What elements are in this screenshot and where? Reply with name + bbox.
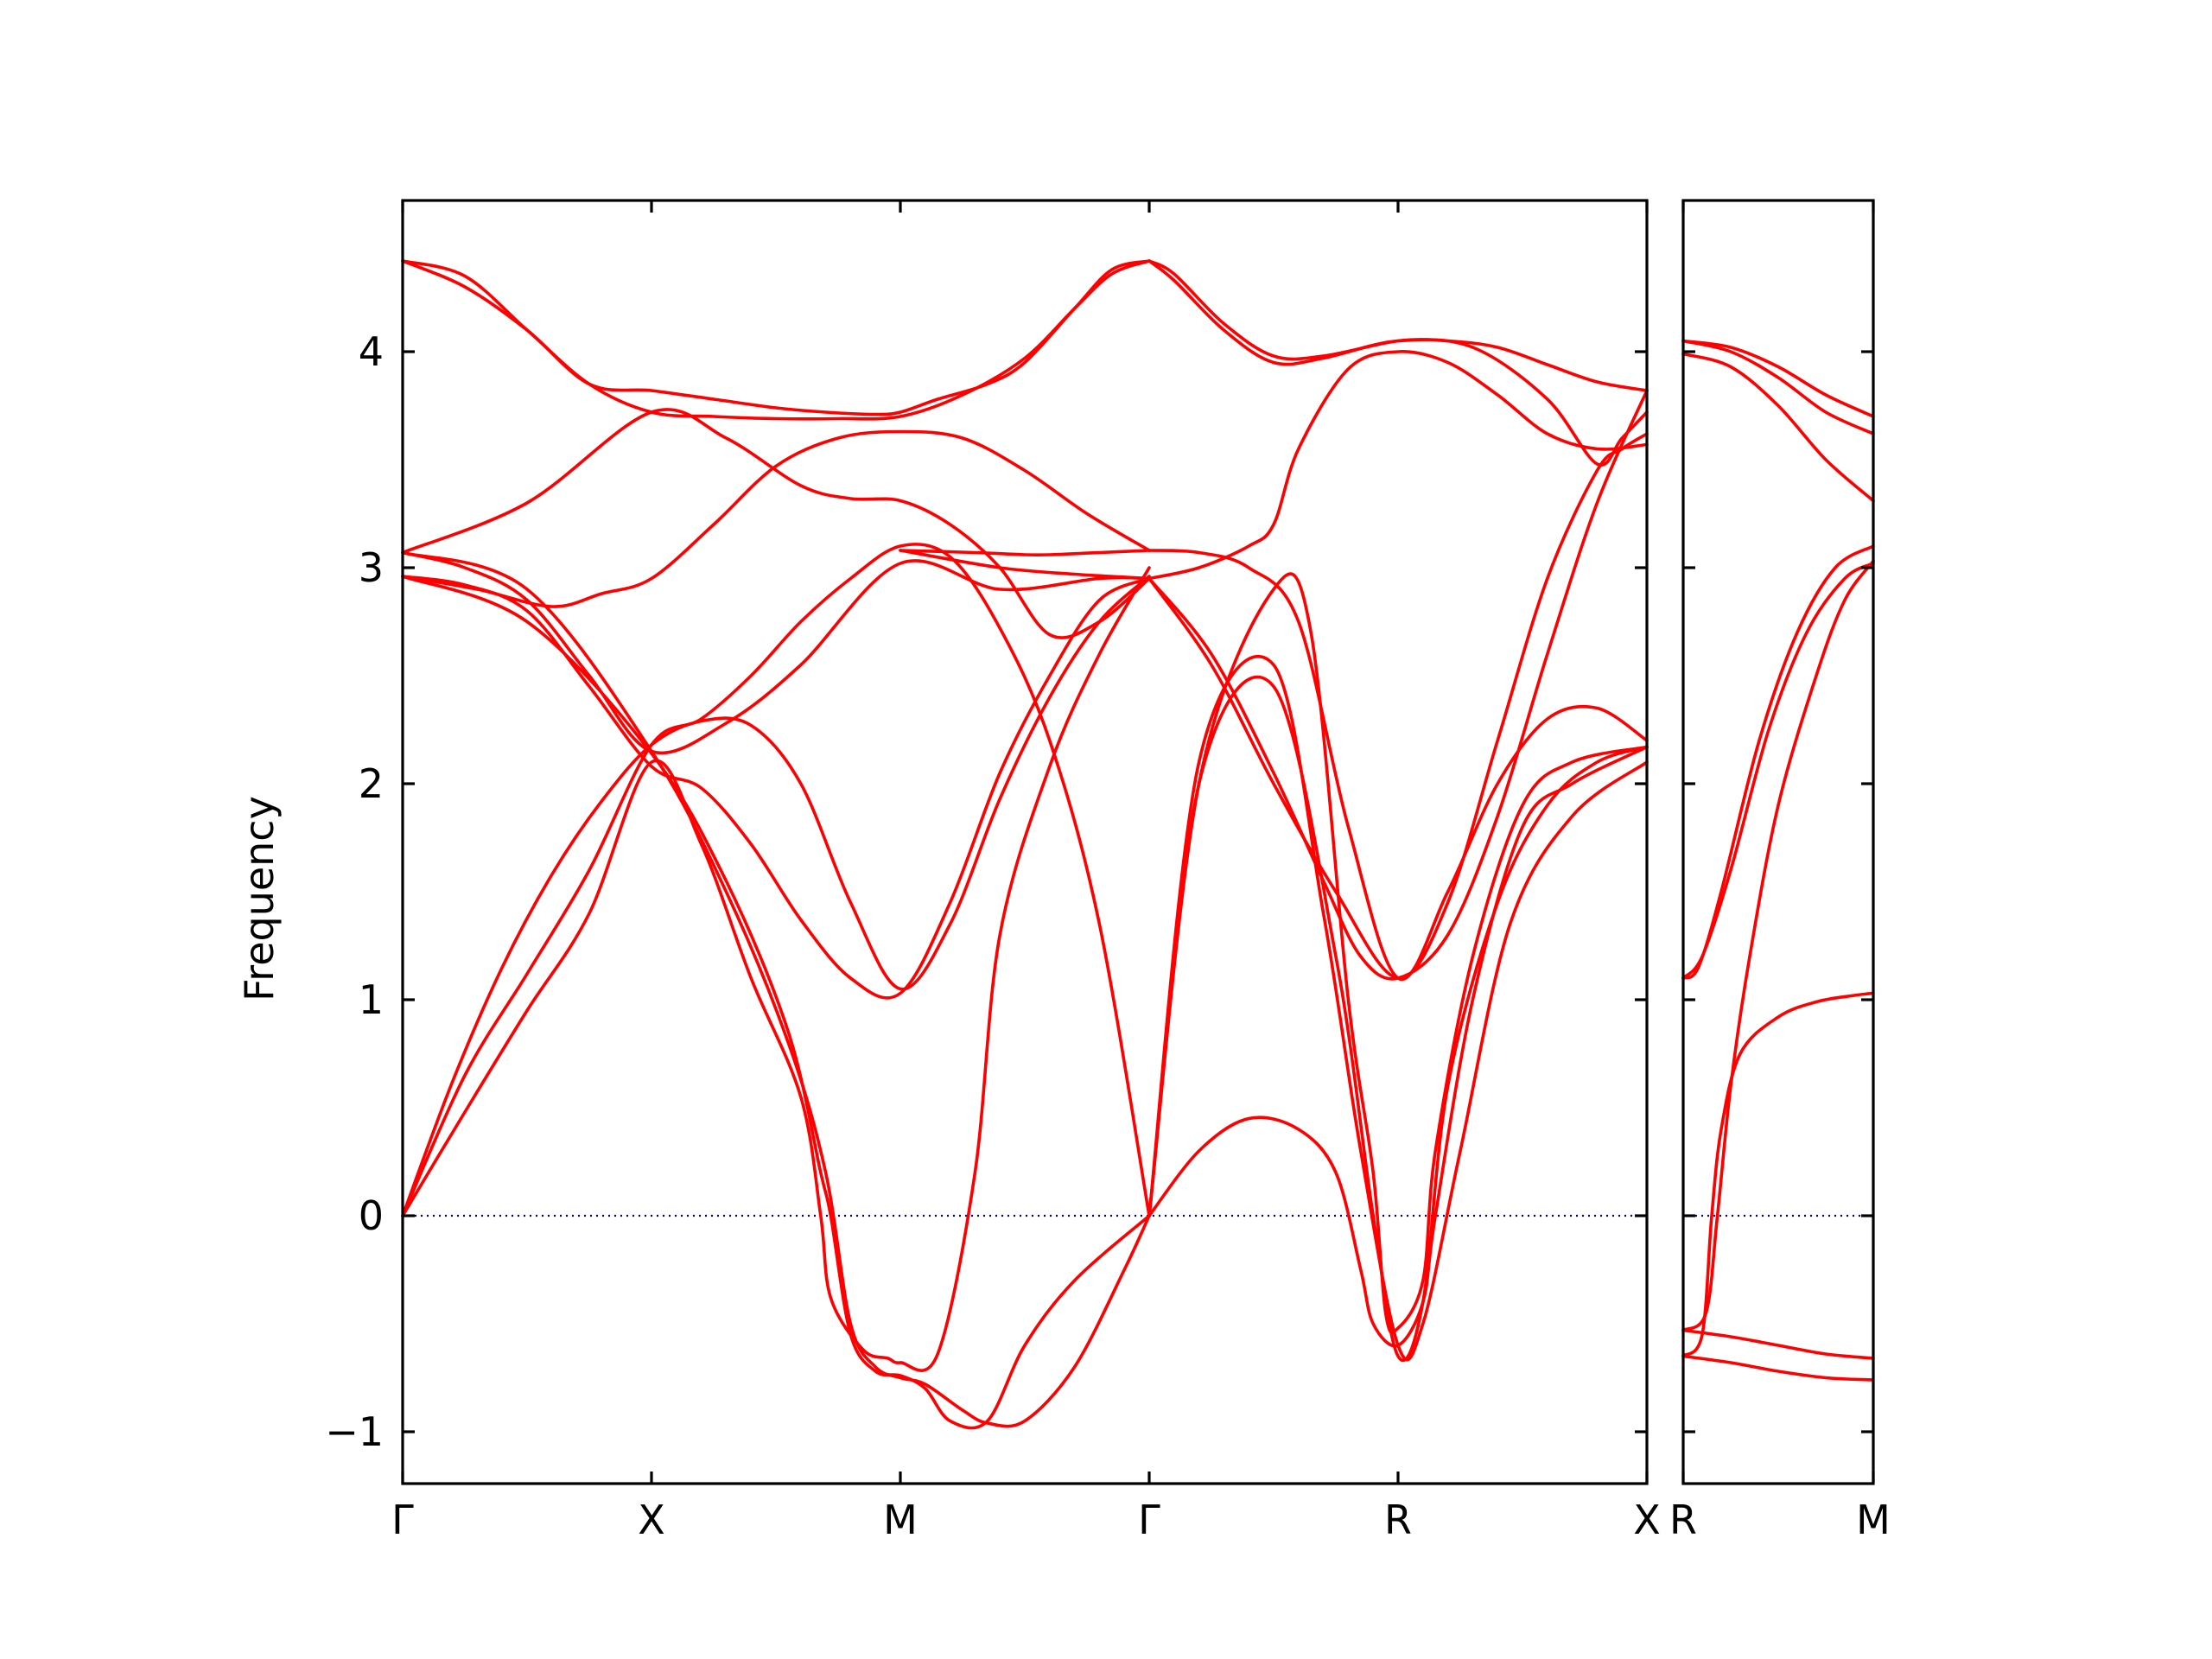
band-2 <box>1681 339 1875 435</box>
band-6 <box>401 575 1151 1000</box>
band-2 <box>401 259 1151 421</box>
x-tick-label: X <box>638 1497 665 1543</box>
band-13 <box>899 549 1151 581</box>
band-12 <box>899 549 1151 557</box>
x-tick-label: Γ <box>391 1497 414 1543</box>
band-8 <box>401 543 1151 1217</box>
y-tick-label: 1 <box>359 976 384 1023</box>
y-tick-label: 2 <box>359 760 384 807</box>
x-tick-label: R <box>1669 1497 1697 1543</box>
band-3 <box>1681 352 1875 503</box>
band-14 <box>1147 259 1649 392</box>
band-1 <box>401 259 1151 416</box>
band-9 <box>401 566 1151 1372</box>
band-4 <box>401 429 1151 608</box>
band-10 <box>401 550 1151 1428</box>
y-tick-label: 0 <box>359 1192 384 1239</box>
band-11 <box>401 575 1151 1430</box>
band-23 <box>1147 654 1649 1362</box>
x-tick-label: Γ <box>1138 1497 1160 1543</box>
band-22 <box>1147 675 1649 1363</box>
y-tick-label: 3 <box>359 544 384 591</box>
band-15 <box>1147 259 1649 467</box>
band-8 <box>1681 1328 1875 1360</box>
band-18 <box>1147 389 1649 981</box>
band-19 <box>1147 432 1649 980</box>
plot-frame <box>1681 199 1875 1485</box>
y-tick-labels: −1 0 1 2 3 4 <box>325 328 384 1455</box>
band-3 <box>401 408 1151 639</box>
x-tick-label: R <box>1384 1497 1412 1543</box>
band-4 <box>1681 544 1875 980</box>
band-17 <box>1147 549 1649 982</box>
band-9 <box>1681 1354 1875 1382</box>
band-1 <box>1681 339 1875 418</box>
y-tick-label: 4 <box>359 328 384 375</box>
x-tick-label: M <box>1856 1497 1891 1543</box>
plot-frame <box>401 199 1649 1485</box>
band-7 <box>401 575 1151 1217</box>
y-tick-label: −1 <box>325 1408 384 1455</box>
y-axis-label: Frequency <box>236 796 283 1001</box>
band-21 <box>1147 572 1649 1334</box>
band-20 <box>1147 745 1649 1348</box>
band-7 <box>1681 559 1875 1332</box>
x-tick-label: X <box>1633 1497 1661 1543</box>
band-6 <box>1681 991 1875 1358</box>
x-tick-label: M <box>883 1497 918 1543</box>
band-16 <box>1147 350 1649 581</box>
band-5 <box>1681 562 1875 980</box>
